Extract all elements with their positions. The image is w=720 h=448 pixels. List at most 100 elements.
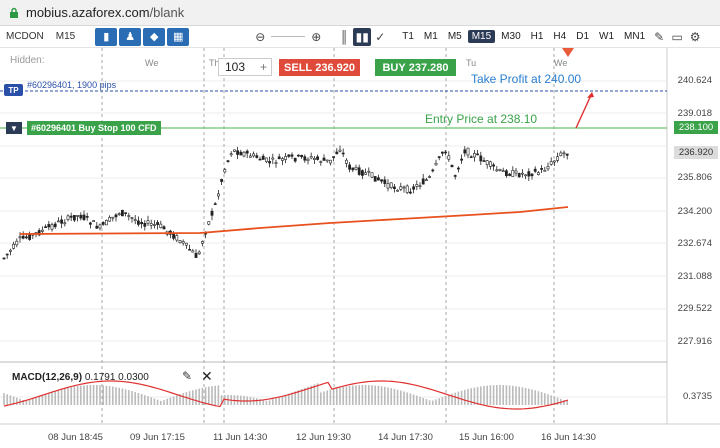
day-label-th: Th (209, 58, 220, 68)
lot-size-input[interactable]: 103 + (218, 58, 272, 76)
candle-body (533, 168, 537, 172)
candle-body (504, 170, 508, 177)
candle-body (325, 159, 329, 162)
candle-body (508, 173, 512, 176)
zoom-in-icon[interactable]: ⊕ (311, 29, 322, 44)
candle-body (79, 214, 83, 219)
tf-mn1[interactable]: MN1 (624, 31, 646, 42)
candle-body (312, 158, 316, 160)
price-label: 235.806 (677, 172, 712, 183)
bars-icon[interactable]: ║ (339, 29, 349, 44)
buy-button[interactable]: BUY 237.280 (375, 59, 456, 76)
pencil-icon[interactable]: ✎ (182, 369, 193, 383)
price-label: 234.200 (677, 206, 712, 217)
templates-icon[interactable]: ▦ (167, 27, 190, 46)
order-collapse-icon[interactable]: ▼ (6, 122, 22, 134)
candle-body (153, 224, 156, 226)
tf-t1[interactable]: T1 (402, 31, 414, 42)
zoom-slider[interactable] (271, 36, 306, 37)
tp-order-text: #60296401, 1900 pips (27, 80, 117, 90)
candle-body (108, 217, 112, 222)
candle-body (82, 214, 86, 220)
sell-price: 236.920 (315, 61, 355, 74)
candle-body (127, 215, 131, 217)
candle-body (540, 168, 544, 170)
tf-h1[interactable]: H1 (530, 31, 544, 42)
line-chart-icon[interactable]: ✓ (375, 29, 386, 44)
tf-m5[interactable]: M5 (447, 31, 462, 42)
candle-body (376, 177, 380, 181)
macd-indicator-label: MACD(12,26,9) 0.1791 0.0300 (12, 372, 149, 383)
candle-body (133, 219, 137, 222)
tf-d1[interactable]: D1 (576, 31, 590, 42)
candle-body (364, 172, 368, 175)
candles-icon[interactable]: ▮▮ (353, 27, 372, 46)
candle-body (239, 151, 243, 156)
tf-m1[interactable]: M1 (423, 31, 438, 42)
symbol-label[interactable]: MCDON (6, 31, 44, 42)
indicator-icon[interactable]: ♟ (119, 27, 142, 46)
candle-body (456, 167, 460, 170)
tf-m30[interactable]: M30 (501, 31, 521, 42)
chart-type-icon[interactable]: ▮ (95, 27, 118, 46)
tf-h4[interactable]: H4 (553, 31, 567, 42)
candle-body (546, 166, 550, 170)
candle-body (296, 154, 300, 157)
save-icon[interactable]: ▭ (671, 29, 683, 44)
candle-body (341, 152, 345, 155)
hidden-label: Hidden: (10, 55, 45, 66)
zoom-out-icon[interactable]: ⊖ (255, 29, 266, 44)
browser-address-bar[interactable]: mobius.azaforex.com/blank (0, 0, 720, 26)
macd-level-label: 0.3735 (682, 391, 712, 402)
candle-body (332, 156, 336, 158)
close-icon[interactable]: ✕ (201, 368, 213, 384)
moving-average-line (19, 206, 569, 235)
chart-toolbar: MCDON M15 ▮ ♟ ◆ ▦ ⊖ ⊕ ║ ▮▮ ✓ T1 M1 M5 M1… (0, 26, 720, 48)
candle-body (40, 229, 44, 232)
candle-body (210, 210, 214, 216)
candle-body (284, 156, 288, 160)
candle-body (322, 157, 326, 161)
candle-body (98, 224, 102, 229)
candle-body (5, 253, 9, 256)
candle-body (271, 157, 275, 160)
candle-body (380, 179, 384, 182)
candle-body (524, 174, 528, 177)
sell-button[interactable]: SELL 236.920 (279, 59, 360, 76)
candle-body (56, 220, 60, 223)
buy-label: BUY (382, 61, 406, 74)
tf-m15[interactable]: M15 (467, 30, 496, 43)
candle-body (428, 176, 432, 178)
candle-body (124, 212, 128, 214)
candle-body (178, 240, 182, 244)
price-chart[interactable] (0, 48, 720, 430)
candle-body (255, 155, 259, 158)
edit-icon[interactable]: ✎ (654, 29, 665, 44)
candle-body (12, 243, 16, 249)
pending-order-label[interactable]: #60296401 Buy Stop 100 CFD (27, 121, 161, 135)
time-label: 16 Jun 14:30 (541, 432, 596, 443)
candle-body (354, 166, 358, 170)
candle-body (66, 215, 70, 220)
candle-body (360, 170, 364, 176)
candle-body (319, 161, 323, 163)
price-label: 239.018 (677, 108, 712, 119)
tf-w1[interactable]: W1 (599, 31, 615, 42)
buy-price: 237.280 (408, 61, 449, 74)
lot-increment-button[interactable]: + (259, 60, 267, 74)
timeframe-label[interactable]: M15 (55, 31, 76, 42)
candle-body (476, 153, 480, 156)
candle-body (159, 223, 163, 228)
candle-body (303, 156, 307, 161)
candle-body (440, 151, 444, 154)
candle-body (233, 149, 236, 152)
candle-body (418, 185, 422, 188)
lot-value: 103 (225, 60, 246, 74)
settings-icon[interactable]: ⚙ (689, 29, 701, 44)
candle-body (469, 156, 473, 158)
candle-body (245, 150, 249, 154)
draw-icon[interactable]: ◆ (143, 27, 166, 46)
candle-body (191, 250, 195, 253)
tp-tag[interactable]: TP (4, 84, 23, 96)
candle-body (69, 215, 73, 218)
